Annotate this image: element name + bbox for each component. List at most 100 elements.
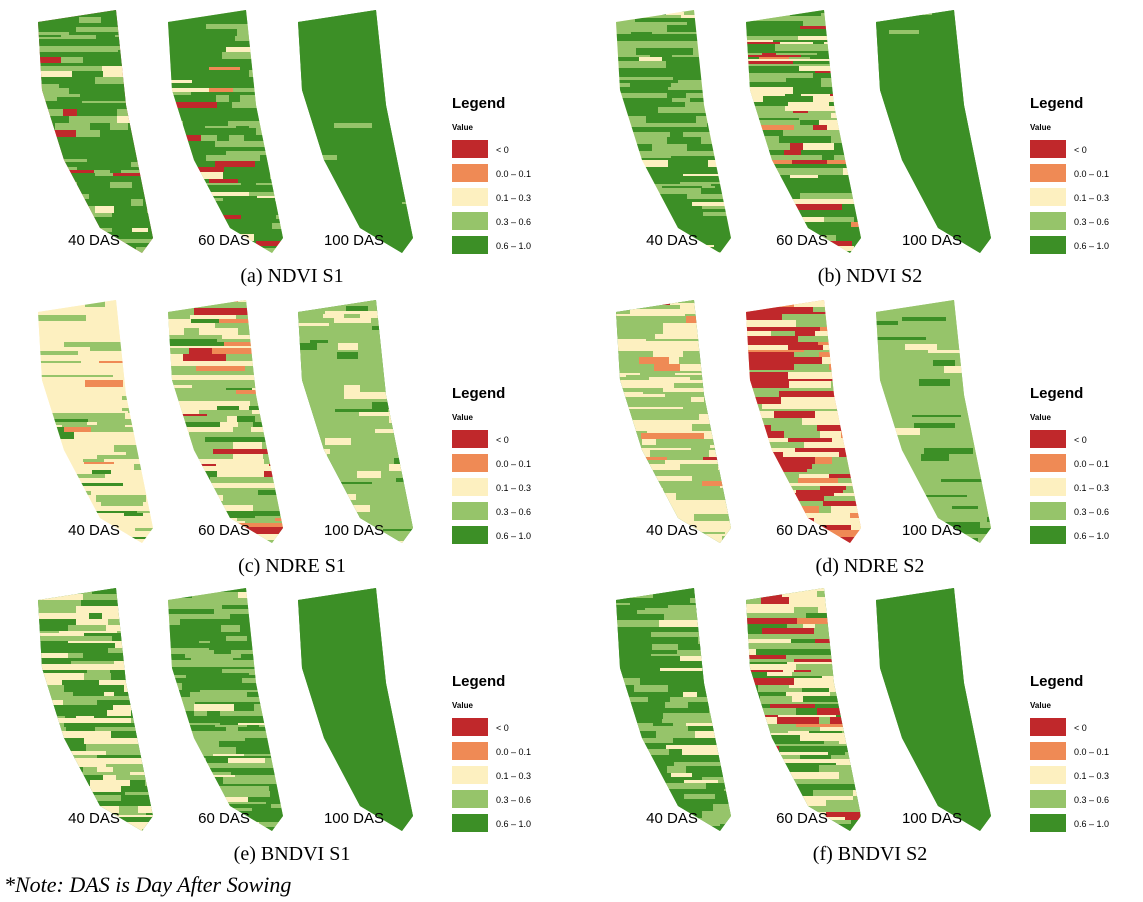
field-patch xyxy=(721,176,733,182)
field-patch xyxy=(38,661,71,664)
field-patch xyxy=(106,751,149,755)
field-patch xyxy=(248,454,263,459)
field-patch xyxy=(665,300,678,303)
field-patch xyxy=(746,755,764,759)
field-patch xyxy=(298,797,338,799)
field-patch xyxy=(836,96,847,102)
field-patch xyxy=(82,648,108,653)
field-patch xyxy=(168,394,181,401)
field-patch xyxy=(335,409,388,412)
field-patch xyxy=(202,121,228,126)
field-patch xyxy=(820,486,846,490)
field-patch xyxy=(746,752,780,755)
field-patch xyxy=(658,678,683,685)
field-patch xyxy=(329,300,352,306)
field-patch xyxy=(350,402,372,409)
field-patch xyxy=(629,151,686,156)
field-patch xyxy=(876,94,891,101)
field-patch xyxy=(342,128,373,132)
field-patch xyxy=(218,59,257,62)
field-patch xyxy=(685,371,699,373)
field-patch xyxy=(851,525,866,530)
field-patch xyxy=(680,182,728,184)
field-patch xyxy=(76,130,86,137)
field-patch xyxy=(709,791,766,794)
field-patch xyxy=(784,431,820,438)
field-patch xyxy=(662,445,692,448)
field-patch xyxy=(313,777,331,783)
field-patch xyxy=(48,502,58,506)
field-patch xyxy=(280,92,290,95)
field-patch xyxy=(793,87,844,94)
field-patch xyxy=(112,738,162,744)
field-patch xyxy=(408,541,424,547)
field-patch xyxy=(55,588,69,594)
field-patch xyxy=(372,326,386,330)
field-patch xyxy=(839,537,889,542)
field-patch xyxy=(855,442,885,448)
field-patch xyxy=(38,491,91,495)
field-patch xyxy=(789,57,810,59)
field-patch xyxy=(382,651,440,658)
field-patch xyxy=(182,683,206,690)
field-patch xyxy=(87,355,143,359)
field-patch xyxy=(876,715,891,717)
field-patch xyxy=(94,400,140,406)
field-patch xyxy=(298,649,308,651)
field-patch xyxy=(936,774,958,776)
field-patch xyxy=(746,597,761,604)
field-patch xyxy=(168,704,194,711)
field-patch xyxy=(413,749,428,756)
field-patch xyxy=(696,245,714,247)
field-patch xyxy=(344,314,360,318)
field-patch xyxy=(310,340,328,343)
field-patch xyxy=(38,764,64,767)
legend-swatch xyxy=(1030,140,1066,158)
field-patch xyxy=(412,799,459,804)
field-patch xyxy=(206,683,239,690)
field-patch xyxy=(74,432,113,439)
field-patch xyxy=(708,160,741,167)
field-patch xyxy=(803,21,859,26)
field-patch xyxy=(309,24,361,31)
field-patch xyxy=(149,751,181,755)
field-patch xyxy=(951,126,995,130)
field-patch xyxy=(38,795,57,801)
field-patch xyxy=(946,147,979,151)
field-patch xyxy=(973,241,1021,245)
field-patch xyxy=(168,658,191,660)
field-patch xyxy=(280,511,300,516)
field-patch xyxy=(49,330,67,335)
field-patch xyxy=(389,727,417,729)
field-patch xyxy=(168,454,196,459)
field-patch xyxy=(876,310,904,317)
field-patch xyxy=(733,780,758,783)
field-patch xyxy=(616,339,646,341)
field-patch xyxy=(616,132,670,137)
field-patch xyxy=(668,34,711,41)
field-patch xyxy=(791,44,839,51)
field-patch xyxy=(929,469,967,471)
field-patch xyxy=(224,62,283,67)
field-patch xyxy=(112,636,161,641)
field-patch xyxy=(746,222,799,227)
field-map xyxy=(876,10,1050,260)
field-patch xyxy=(96,394,148,396)
field-patch xyxy=(298,670,312,674)
field-patch xyxy=(839,51,881,53)
field-patch xyxy=(876,661,910,666)
field-patch xyxy=(953,327,964,334)
field-patch xyxy=(616,656,670,661)
field-patch xyxy=(96,137,139,144)
field-patch xyxy=(374,721,416,727)
field-patch xyxy=(671,598,690,603)
field-patch xyxy=(902,479,941,482)
field-patch xyxy=(353,716,407,719)
field-patch xyxy=(715,10,764,12)
field-patch xyxy=(227,697,273,702)
field-patch xyxy=(931,386,966,392)
field-patch xyxy=(980,522,1032,528)
field-patch xyxy=(876,166,906,172)
field-patch xyxy=(891,715,904,717)
field-patch xyxy=(258,198,275,201)
